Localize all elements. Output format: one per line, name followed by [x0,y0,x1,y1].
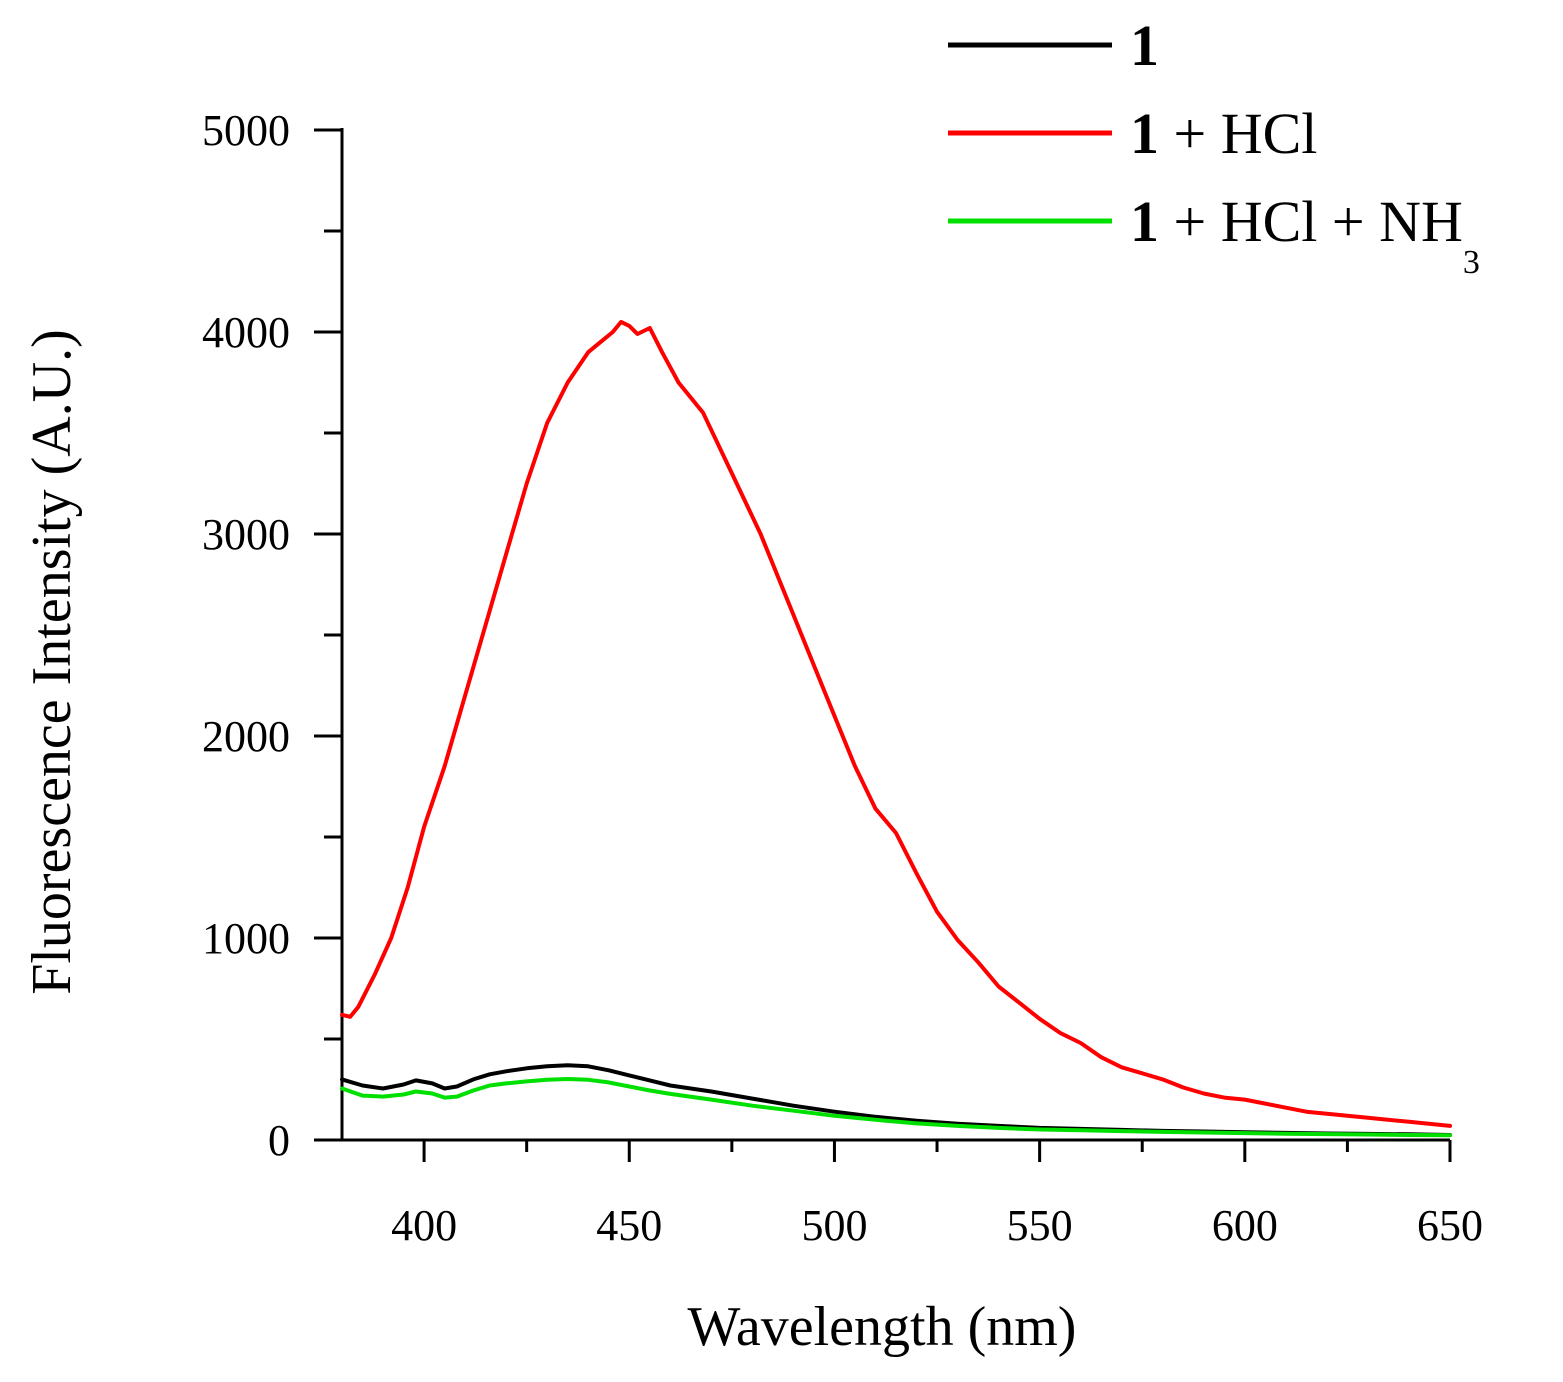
legend-label-bold: 1 [1130,13,1159,78]
x-tick-label: 450 [596,1201,662,1250]
y-tick-label: 4000 [202,308,290,357]
series-lines [340,319,1452,1138]
x-tick-label: 400 [391,1201,457,1250]
series-line-1 [340,1063,1452,1137]
x-axis-title: Wavelength (nm) [688,1296,1077,1358]
y-axis-title: Fluorescence Intensity (A.U.) [21,329,83,995]
legend-label-3: 1 + HCl + NH3 [1130,189,1480,281]
legend-label-bold: 1 [1130,189,1159,254]
y-tick-label: 5000 [202,106,290,155]
y-tick-label: 0 [268,1116,290,1165]
legend-label-1: 1 [1130,13,1159,78]
y-axis: 0 1000 2000 3000 4000 5000 [202,106,344,1165]
x-axis: 400 450 500 550 600 650 [341,1138,1483,1250]
y-tick-label: 3000 [202,510,290,559]
legend-label-subscript: 3 [1463,244,1480,281]
series-line-2 [340,319,1452,1128]
legend-label-rest: + HCl + NH [1159,189,1463,254]
y-tick-label: 1000 [202,914,290,963]
x-tick-label: 600 [1212,1201,1278,1250]
y-tick-label: 2000 [202,712,290,761]
x-tick-label: 500 [801,1201,867,1250]
legend-label-bold: 1 [1130,101,1159,166]
x-tick-label: 550 [1007,1201,1073,1250]
legend-label-2: 1 + HCl [1130,101,1317,166]
series-line-3 [340,1077,1452,1138]
legend-label-rest: + HCl [1159,101,1317,166]
x-tick-label: 650 [1417,1201,1483,1250]
